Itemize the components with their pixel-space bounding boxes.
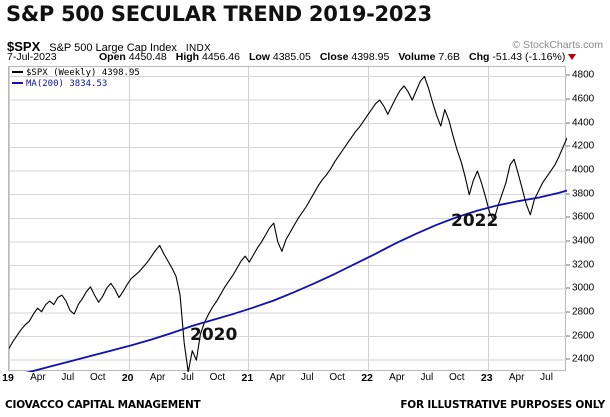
- chart-svg: [9, 67, 567, 372]
- close-value: 4398.95: [351, 51, 390, 63]
- y-tick-mark: [566, 122, 570, 124]
- x-tick-label-month: Oct: [209, 372, 226, 383]
- y-tick-label: 3400: [572, 235, 595, 247]
- y-tick-mark: [566, 216, 570, 218]
- legend-value-ma200: 3834.53: [69, 78, 108, 89]
- chart-plot-area[interactable]: [8, 66, 567, 372]
- x-tick-label-month: Apr: [149, 372, 166, 383]
- quote-date: 7-Jul-2023: [7, 51, 57, 63]
- series-line-ma-200: [25, 189, 567, 372]
- x-tick-label-year: 19: [2, 372, 14, 384]
- y-tick-label: 4400: [572, 117, 595, 129]
- y-tick-label: 4600: [572, 93, 595, 105]
- volume-value: 7.6B: [438, 51, 461, 63]
- y-tick-label: 3000: [572, 282, 595, 294]
- y-tick-mark: [566, 240, 570, 242]
- x-tick-label-year: 21: [241, 372, 254, 384]
- quote-symbol-line: $SPX S&P 500 Large Cap Index INDX: [7, 39, 211, 54]
- high-value: 4456.46: [201, 51, 240, 63]
- y-tick-mark: [566, 311, 570, 313]
- x-tick-label-month: Apr: [30, 372, 46, 383]
- open-value: 4450.48: [128, 51, 167, 63]
- legend-label-spx: $SPX (Weekly): [26, 68, 97, 78]
- close-label: Close: [319, 51, 349, 63]
- x-tick-label-month: Jul: [540, 372, 553, 383]
- y-tick-label: 2800: [572, 306, 595, 318]
- legend-item-ma200: MA(200) 3834.53: [12, 79, 140, 90]
- footer-right-text: FOR ILLUSTRATIVE PURPOSES ONLY: [400, 399, 605, 411]
- y-tick-label: 3200: [572, 259, 595, 271]
- series-line-spx-weekly: [9, 75, 567, 372]
- high-label: High: [175, 51, 200, 63]
- chart-legend: $SPX (Weekly) 4398.95 MA(200) 3834.53: [12, 68, 140, 89]
- x-tick-label-year: 23: [480, 372, 493, 384]
- x-tick-label-year: 22: [361, 372, 373, 384]
- low-value: 4385.05: [272, 51, 311, 63]
- x-tick-label-month: Oct: [449, 372, 465, 383]
- quote-ohlc-line: 7-Jul-2023 Open 4450.48 High 4456.46 Low 43…: [7, 51, 577, 63]
- x-tick-label-month: Apr: [389, 372, 405, 383]
- legend-line-swatch-ma200: [12, 81, 23, 84]
- footer-left-text: CIOVACCO CAPITAL MANAGEMENT: [5, 399, 201, 411]
- y-tick-mark: [566, 193, 570, 195]
- y-tick-label: 3800: [572, 188, 595, 200]
- chg-label: Chg: [469, 51, 490, 63]
- volume-label: Volume: [398, 51, 436, 63]
- y-tick-mark: [566, 98, 570, 100]
- y-tick-mark: [566, 145, 570, 147]
- legend-item-spx: $SPX (Weekly) 4398.95: [12, 68, 140, 79]
- x-tick-label-month: Apr: [508, 372, 525, 383]
- ticker-symbol[interactable]: $SPX: [7, 39, 41, 54]
- y-tick-label: 2600: [572, 330, 595, 342]
- y-axis: 4800 4600 4400 4200 4000 3800 3600 3400 3200 3000…: [566, 66, 610, 371]
- x-tick-label-year: 20: [121, 372, 134, 384]
- chart-annotation-2020: 2020: [190, 325, 238, 345]
- page-footer: CIOVACCO CAPITAL MANAGEMENT FOR ILLUSTRA…: [0, 399, 610, 417]
- y-tick-label: 2400: [572, 353, 595, 365]
- x-tick-label-month: Jul: [300, 372, 314, 383]
- quote-header: $SPX S&P 500 Large Cap Index INDX © StockC…: [7, 39, 603, 65]
- stockcharts-brand: © StockCharts.com: [512, 39, 603, 51]
- x-axis: 19 Apr Jul Oct 20 Apr Jul Oct 21 Apr Jul Oct 22 Apr Ju…: [2, 372, 566, 388]
- chg-value: -51.43 (-1.16%): [492, 51, 566, 63]
- low-label: Low: [248, 51, 270, 63]
- y-tick-mark: [566, 74, 570, 76]
- x-tick-label-month: Jul: [420, 372, 434, 383]
- x-tick-label-month: Jul: [181, 372, 194, 383]
- page-title: S&P 500 SECULAR TREND 2019-2023: [6, 2, 432, 26]
- y-tick-mark: [566, 287, 570, 289]
- y-tick-label: 3600: [572, 211, 595, 223]
- x-tick-label-month: Oct: [89, 372, 106, 383]
- ticker-exchange: INDX: [185, 43, 211, 54]
- ticker-description: S&P 500 Large Cap Index: [49, 42, 177, 54]
- x-tick-label-month: Jul: [61, 372, 75, 383]
- chg-down-arrow-icon: [568, 54, 577, 61]
- chart-annotation-2022: 2022: [451, 211, 499, 231]
- y-tick-label: 4200: [572, 140, 595, 152]
- x-tick-label-month: Apr: [269, 372, 286, 383]
- x-tick-label-month: Oct: [329, 372, 345, 383]
- y-tick-mark: [566, 169, 570, 171]
- legend-label-ma200: MA(200): [26, 78, 64, 89]
- open-label: Open: [99, 51, 126, 63]
- legend-value-spx: 4398.95: [101, 68, 140, 78]
- y-tick-label: 4800: [572, 69, 595, 81]
- y-tick-mark: [566, 358, 570, 360]
- legend-line-swatch-spx: [12, 71, 23, 73]
- y-tick-label: 4000: [572, 164, 595, 176]
- y-tick-mark: [566, 264, 570, 266]
- y-tick-mark: [566, 335, 570, 337]
